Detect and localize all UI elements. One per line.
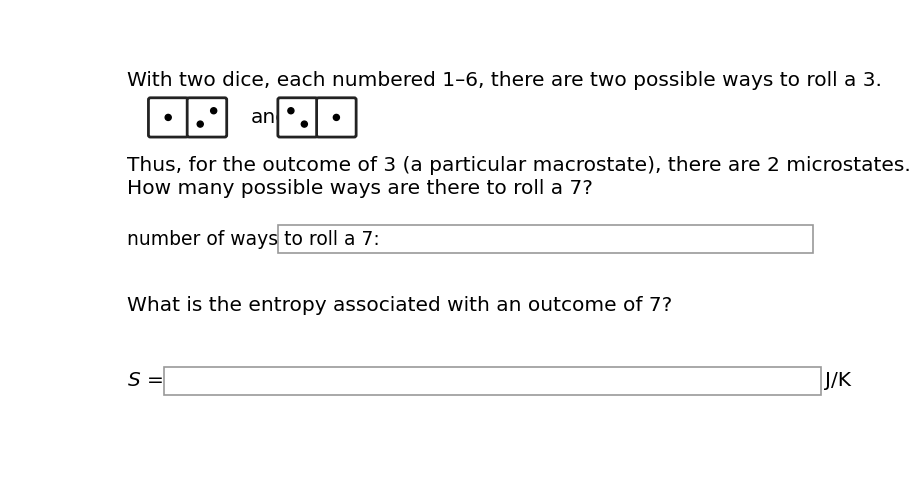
Circle shape bbox=[165, 114, 171, 120]
FancyBboxPatch shape bbox=[164, 367, 821, 395]
Text: Thus, for the outcome of 3 (a particular macrostate), there are 2 microstates.: Thus, for the outcome of 3 (a particular… bbox=[128, 156, 911, 175]
Circle shape bbox=[288, 108, 294, 114]
Text: What is the entropy associated with an outcome of 7?: What is the entropy associated with an o… bbox=[128, 296, 673, 315]
FancyBboxPatch shape bbox=[188, 98, 226, 137]
FancyBboxPatch shape bbox=[278, 225, 813, 253]
Text: With two dice, each numbered 1–6, there are two possible ways to roll a 3.: With two dice, each numbered 1–6, there … bbox=[128, 71, 882, 90]
Text: $S$ =: $S$ = bbox=[128, 371, 163, 390]
Text: number of ways to roll a 7:: number of ways to roll a 7: bbox=[128, 229, 380, 249]
Circle shape bbox=[197, 121, 203, 127]
FancyBboxPatch shape bbox=[317, 98, 356, 137]
Circle shape bbox=[211, 108, 217, 114]
Text: How many possible ways are there to roll a 7?: How many possible ways are there to roll… bbox=[128, 179, 593, 198]
Text: and: and bbox=[251, 108, 289, 127]
Text: J/K: J/K bbox=[825, 371, 851, 390]
Circle shape bbox=[301, 121, 308, 127]
Circle shape bbox=[334, 114, 339, 120]
FancyBboxPatch shape bbox=[149, 98, 188, 137]
FancyBboxPatch shape bbox=[278, 98, 317, 137]
